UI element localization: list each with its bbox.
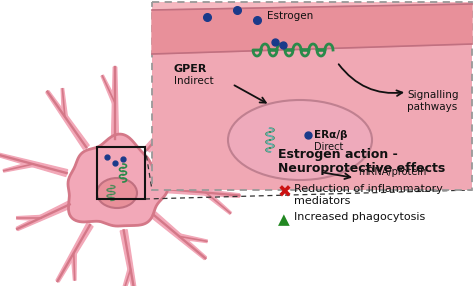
- Polygon shape: [120, 269, 133, 286]
- Bar: [97, 147, 145, 199]
- Text: Increased phagocytosis: Increased phagocytosis: [294, 212, 425, 222]
- Polygon shape: [68, 134, 168, 226]
- Polygon shape: [164, 186, 240, 197]
- Polygon shape: [179, 234, 207, 243]
- Bar: [152, 2, 472, 190]
- Polygon shape: [151, 212, 207, 260]
- Bar: [152, 44, 472, 190]
- Polygon shape: [168, 116, 192, 127]
- Text: Signalling: Signalling: [407, 90, 458, 100]
- Text: ERα/β: ERα/β: [314, 130, 347, 140]
- Polygon shape: [56, 223, 93, 282]
- Text: Estrogen action -: Estrogen action -: [278, 148, 398, 161]
- Ellipse shape: [228, 100, 372, 180]
- Polygon shape: [152, 4, 472, 54]
- Text: mediators: mediators: [294, 196, 350, 206]
- Text: Reduction of inflammatory: Reduction of inflammatory: [294, 184, 443, 194]
- Ellipse shape: [97, 178, 137, 208]
- Text: ✖: ✖: [278, 184, 292, 202]
- Polygon shape: [61, 89, 67, 117]
- Text: pathways: pathways: [407, 102, 457, 112]
- Text: ▲: ▲: [278, 212, 290, 227]
- Text: mRNA/protein: mRNA/protein: [358, 167, 427, 177]
- Text: GPER: GPER: [174, 64, 207, 74]
- Polygon shape: [17, 201, 71, 231]
- Polygon shape: [145, 103, 187, 152]
- Polygon shape: [188, 150, 206, 168]
- Polygon shape: [111, 67, 118, 139]
- Text: Neuroprotective effects: Neuroprotective effects: [278, 162, 445, 175]
- Polygon shape: [3, 162, 34, 172]
- Bar: [152, 2, 472, 190]
- Text: Estrogen: Estrogen: [267, 11, 313, 21]
- Polygon shape: [46, 91, 89, 149]
- Polygon shape: [163, 157, 217, 176]
- Polygon shape: [120, 230, 138, 286]
- Polygon shape: [0, 153, 68, 176]
- Text: Direct: Direct: [314, 142, 343, 152]
- Polygon shape: [204, 191, 231, 214]
- Polygon shape: [101, 75, 117, 104]
- Polygon shape: [17, 215, 41, 221]
- Polygon shape: [71, 253, 76, 280]
- Text: Indirect: Indirect: [174, 76, 214, 86]
